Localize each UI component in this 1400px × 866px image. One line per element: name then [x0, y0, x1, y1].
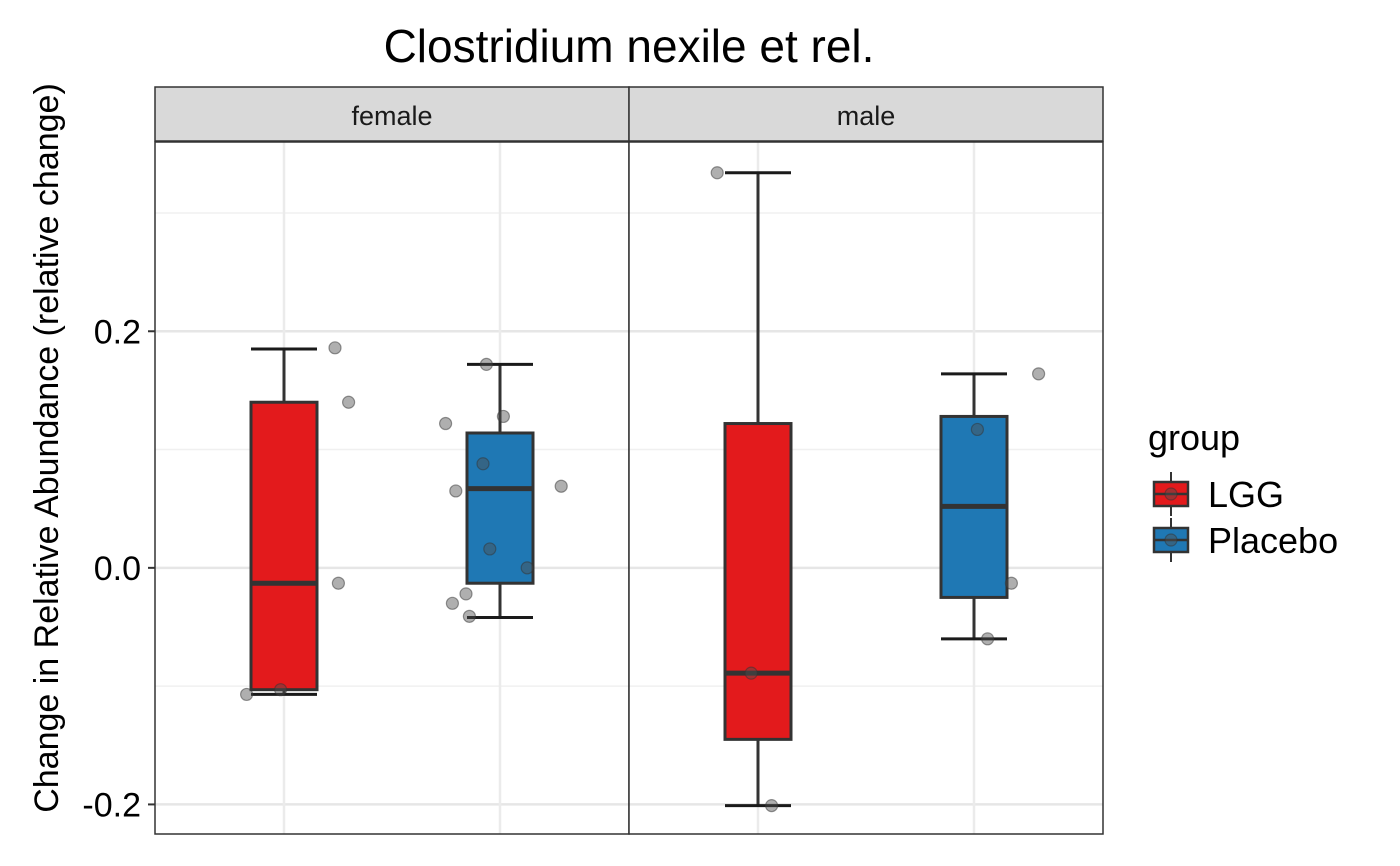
box-female-lgg-point — [331, 576, 345, 590]
box-female-placebo-point — [554, 479, 568, 493]
y-axis-label: Change in Relative Abundance (relative c… — [28, 83, 66, 813]
box-female-placebo-point — [462, 609, 476, 623]
box-male-placebo-point — [970, 422, 985, 437]
box-female-placebo-point — [476, 457, 490, 471]
y-axis-tick-label: -0.2 — [82, 786, 141, 824]
box-male-placebo-point — [1004, 576, 1019, 590]
box-female-placebo-point — [445, 596, 459, 610]
legend-label-lgg: LGG — [1208, 474, 1284, 515]
box-female-placebo-box — [465, 431, 535, 585]
box-male-lgg-point — [764, 799, 779, 813]
panel-background-male — [629, 142, 1103, 834]
box-female-placebo-point — [439, 416, 453, 431]
panel-background-female — [155, 142, 629, 834]
box-male-lgg-point — [710, 166, 724, 180]
legend-key-placebo-point — [1164, 533, 1178, 547]
y-axis-tick-label: 0.0 — [94, 550, 141, 588]
chart-title: Clostridium nexile et rel. — [384, 20, 875, 72]
box-female-placebo-point — [496, 409, 510, 424]
box-female-placebo-point — [459, 587, 473, 601]
legend-label-placebo: Placebo — [1208, 520, 1338, 561]
legend-key-lgg-point — [1164, 487, 1178, 501]
box-male-lgg-point — [744, 666, 758, 680]
facet-strip-label-female: female — [351, 101, 432, 131]
box-female-placebo-point — [483, 542, 497, 556]
box-female-lgg-box — [249, 400, 319, 692]
box-female-placebo-point — [479, 357, 493, 371]
y-axis-tick-label: 0.2 — [94, 313, 141, 351]
facet-strip-male — [628, 86, 1104, 142]
box-female-placebo-point — [449, 484, 463, 498]
panel-border-male — [628, 141, 1104, 835]
box-female-lgg-point — [240, 687, 254, 702]
box-male-lgg-box — [723, 422, 793, 741]
box-female-lgg-point — [328, 341, 342, 355]
box-female-lgg-point — [342, 395, 356, 409]
box-female-placebo-point — [520, 561, 534, 575]
facet-strip-female — [154, 86, 630, 142]
box-male-placebo-point — [980, 632, 995, 646]
legend-title: group — [1148, 417, 1240, 458]
box-male-placebo-point — [1031, 367, 1046, 381]
facet-strip-label-male: male — [837, 101, 896, 131]
box-female-lgg-point — [274, 683, 288, 697]
legend: group LGG Placebo — [1148, 417, 1338, 562]
